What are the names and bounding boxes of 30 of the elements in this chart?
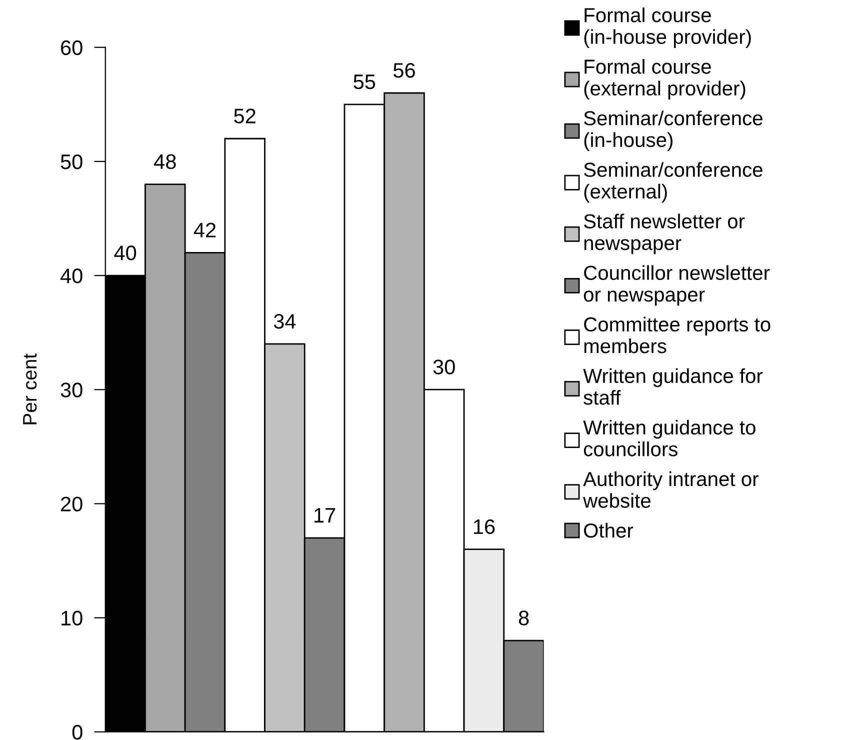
- y-tick-label: 60: [61, 40, 82, 56]
- legend-label: Written guidance to councillors: [583, 420, 756, 456]
- y-tick-label: 0: [72, 724, 82, 740]
- y-axis-title: Per cent: [23, 354, 37, 424]
- data-label: 42: [194, 222, 216, 238]
- data-label: 52: [234, 108, 256, 124]
- legend-label: Councillor newsletter or newspaper: [584, 265, 770, 306]
- data-label: 16: [474, 519, 495, 534]
- data-label: 8: [518, 610, 529, 626]
- data-label: 17: [314, 508, 336, 522]
- y-tick-label: 50: [60, 154, 82, 170]
- legend-label: Written guidance for staff: [583, 368, 763, 405]
- data-label: 30: [433, 360, 455, 374]
- data-label: 48: [154, 154, 176, 170]
- data-label: 56: [394, 63, 415, 78]
- y-tick-label: 40: [60, 268, 82, 284]
- data-label: 34: [274, 314, 296, 329]
- legend-label: Seminar/conference (in-house): [584, 110, 762, 152]
- data-label: 55: [354, 74, 376, 90]
- legend-label: Formal course (in-house provider): [584, 8, 751, 48]
- legend-label: Other: [584, 522, 634, 538]
- legend-label: Staff newsletter or newspaper: [584, 214, 745, 254]
- y-tick-label: 30: [60, 382, 82, 398]
- legend-label: Seminar/conference (external): [584, 162, 762, 203]
- legend-label: Committee reports to members: [584, 316, 770, 354]
- data-label: 40: [114, 246, 136, 260]
- legend-label: Authority intranet or website: [583, 471, 758, 508]
- y-tick-label: 20: [61, 496, 82, 512]
- legend-label: Formal course (external provider): [584, 59, 746, 100]
- y-tick-label: 10: [62, 610, 82, 626]
